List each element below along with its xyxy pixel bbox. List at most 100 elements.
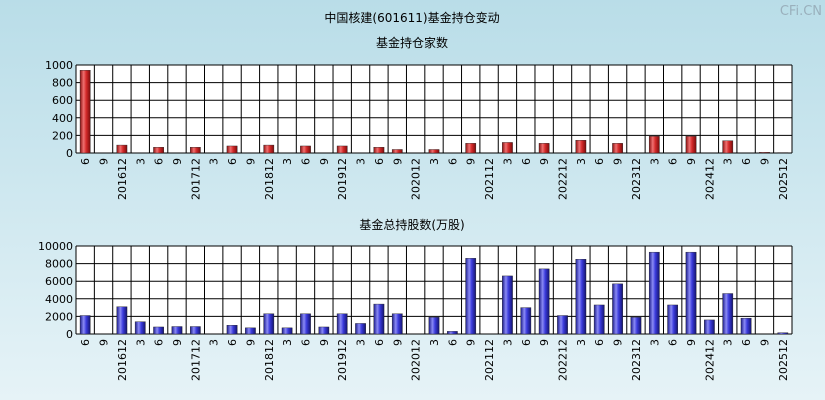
chart1-x-tick-label: 9 [244, 158, 257, 165]
chart1-x-tick-label: 201812 [263, 158, 276, 200]
chart2-x-tick-label: 6 [79, 339, 92, 346]
chart1-x-tick-label: 3 [134, 158, 147, 165]
chart2-x-tick-label: 9 [98, 339, 111, 346]
chart2-bar [557, 315, 568, 335]
chart1-x-tick-label: 6 [226, 158, 239, 165]
chart2-bar [447, 331, 458, 335]
chart2-bar [667, 304, 679, 335]
chart1-x-tick-label: 202412 [703, 158, 716, 200]
chart2-y-tick-label: 4000 [45, 293, 73, 306]
chart2-x-tick-label: 3 [648, 339, 661, 346]
chart2-x-tick-label: 202112 [483, 339, 496, 381]
chart2-x-tick-label: 3 [428, 339, 441, 346]
chart1-bar [685, 136, 697, 154]
chart1-x-tick-label: 202512 [777, 158, 790, 200]
chart1-x-tick-label: 9 [465, 158, 478, 165]
chart1-x-tick-label: 202212 [557, 158, 570, 200]
chart2-bar [391, 313, 403, 335]
chart1-x-tick-label: 3 [722, 158, 735, 165]
chart2-x-tick-label: 201912 [336, 339, 349, 381]
chart1-bar [226, 145, 238, 154]
chart1-bar [153, 147, 164, 154]
chart2-x-tick-label: 9 [244, 339, 257, 346]
chart2-bar [630, 317, 642, 335]
chart1-x-tick-label: 3 [208, 158, 221, 165]
chart1-bar [465, 143, 477, 154]
chart2-bar [281, 327, 293, 335]
chart2-x-tick-label: 3 [134, 339, 147, 346]
chart1-x-tick-label: 3 [355, 158, 368, 165]
chart2-x-tick-label: 6 [520, 339, 533, 346]
chart2-x-tick-label: 6 [446, 339, 459, 346]
chart1-x-tick-label: 6 [373, 158, 386, 165]
chart1-bar [612, 143, 623, 154]
chart1-bar [502, 142, 513, 154]
chart2-y-tick-label: 6000 [45, 275, 73, 288]
chart1-x-tick-label: 6 [593, 158, 606, 165]
chart1-x-tick-label: 3 [648, 158, 661, 165]
chart1-x-tick-label: 9 [612, 158, 625, 165]
chart1-title: 基金持仓家数 [376, 35, 448, 50]
chart2-bar [593, 304, 605, 335]
chart2-bar [116, 306, 128, 335]
chart2-x-tick-label: 9 [538, 339, 551, 346]
chart1-x-tick-label: 202312 [630, 158, 643, 200]
chart1-y-tick-label: 600 [52, 94, 73, 107]
chart1-bar [300, 145, 311, 154]
chart1-bar [336, 145, 348, 154]
chart2-x-tick-label: 9 [391, 339, 404, 346]
chart1-x-tick-label: 9 [98, 158, 111, 165]
chart2-x-tick-label: 201812 [263, 339, 276, 381]
chart1-bar [263, 144, 275, 154]
chart2-title: 基金总持股数(万股) [359, 217, 464, 232]
chart1-bar [759, 152, 770, 154]
chart1-x-tick-label: 6 [446, 158, 459, 165]
chart2-bar [428, 317, 440, 335]
chart1-x-tick-label: 9 [758, 158, 771, 165]
chart1-x-tick-label: 3 [501, 158, 514, 165]
chart1-x-tick-label: 6 [153, 158, 166, 165]
chart2-x-tick-label: 3 [208, 339, 221, 346]
chart2-bar [153, 326, 164, 335]
chart1-x-tick-label: 3 [281, 158, 294, 165]
chart1-x-tick-label: 3 [575, 158, 588, 165]
chart1-bar [373, 147, 385, 154]
chart2-x-tick-label: 9 [318, 339, 331, 346]
chart2-x-tick-label: 202312 [630, 339, 643, 381]
chart2-x-tick-label: 9 [758, 339, 771, 346]
chart1-x-tick-label: 9 [318, 158, 331, 165]
page-title: 中国核建(601611)基金持仓变动 [324, 10, 499, 25]
chart2-y-tick-label: 10000 [38, 240, 73, 253]
chart2-bar [318, 326, 330, 335]
chart2-bar [373, 303, 385, 335]
chart1-bar [428, 149, 440, 154]
chart1-x-tick-label: 6 [299, 158, 312, 165]
chart2-x-tick-label: 202412 [703, 339, 716, 381]
chart2-bar [685, 251, 697, 335]
chart1-x-tick-label: 6 [667, 158, 680, 165]
chart2-y-tick-label: 2000 [45, 310, 73, 323]
chart2-y-tick-label: 8000 [45, 258, 73, 271]
chart2-bar [648, 251, 660, 335]
chart2-x-tick-label: 9 [685, 339, 698, 346]
chart2-x-tick-label: 202012 [410, 339, 423, 381]
chart2-bar [300, 313, 311, 335]
chart2-bar [520, 307, 532, 335]
chart2-bar [171, 326, 183, 335]
chart2-x-tick-label: 9 [171, 339, 184, 346]
chart2-bar [502, 275, 513, 335]
chart1-x-tick-label: 6 [520, 158, 533, 165]
chart2-x-tick-label: 3 [722, 339, 735, 346]
chart1-bar [116, 144, 128, 154]
chart1-x-tick-label: 202112 [483, 158, 496, 200]
chart2-x-tick-label: 201712 [189, 339, 202, 381]
chart1-y-tick-label: 0 [66, 147, 73, 160]
chart2-bar [575, 259, 587, 335]
chart2-x-tick-label: 9 [612, 339, 625, 346]
chart2-x-tick-label: 202512 [777, 339, 790, 381]
chart1-bar [391, 149, 403, 154]
chart2-bar [355, 323, 366, 335]
